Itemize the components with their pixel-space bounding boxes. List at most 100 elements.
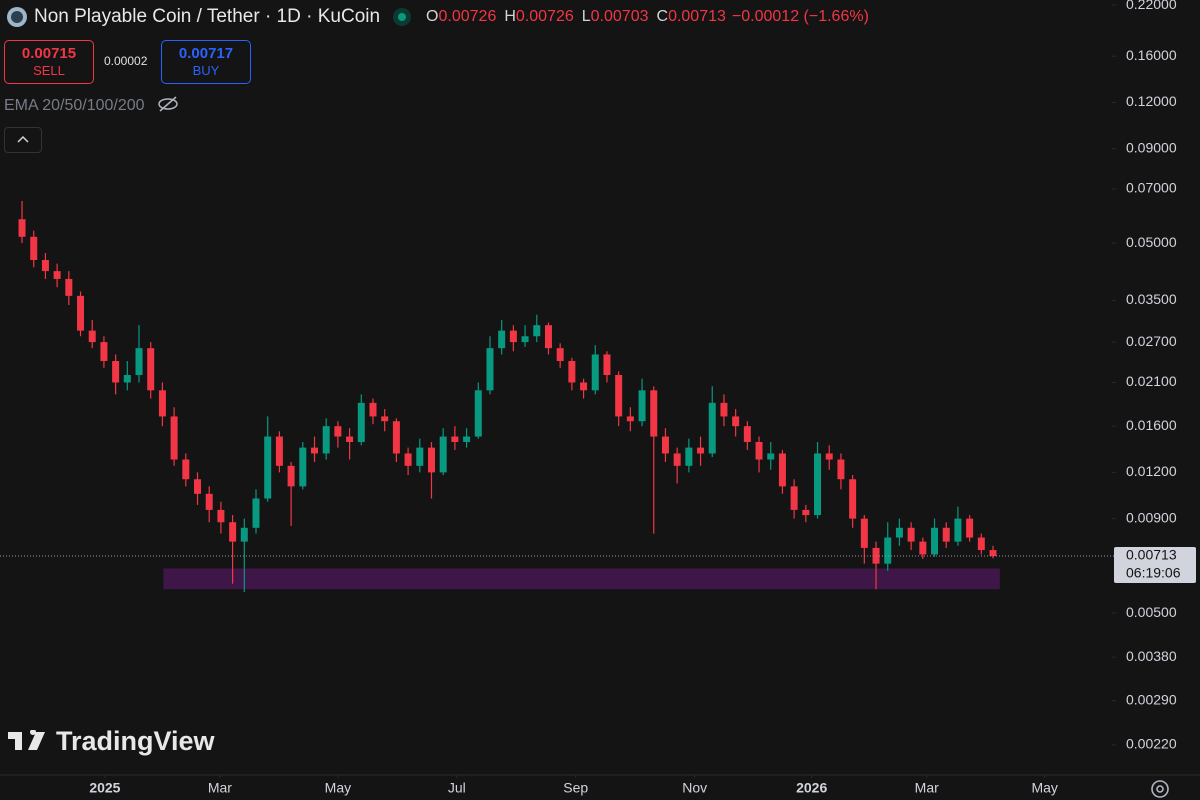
candle-body <box>790 486 798 510</box>
logo-text: TradingView <box>56 726 215 756</box>
candle-body <box>346 436 354 442</box>
candle-body <box>708 402 716 454</box>
candle-body <box>650 390 658 437</box>
hidden-icon[interactable] <box>157 96 179 112</box>
y-tick-label: 0.03500 <box>1126 291 1177 307</box>
candle-body <box>568 361 576 383</box>
candle-body <box>966 518 974 538</box>
last-price-label: 0.00713 <box>1126 547 1177 563</box>
candle-body <box>778 453 786 487</box>
candle-body <box>626 416 634 422</box>
y-tick-label: 0.01600 <box>1126 417 1177 433</box>
y-tick-label: 0.12000 <box>1126 93 1177 109</box>
candle-body <box>322 426 330 454</box>
y-tick-label: 0.00380 <box>1126 648 1177 664</box>
candle-body <box>591 354 599 391</box>
buy-price: 0.00717 <box>178 45 234 62</box>
candle-body <box>77 295 85 331</box>
indicator-legend[interactable]: EMA 20/50/100/200 <box>4 96 179 115</box>
symbol-title: Non Playable Coin / Tether · 1D · KuCoin <box>34 6 381 27</box>
candle-body <box>697 447 705 454</box>
candle-body <box>942 527 950 542</box>
candle-body <box>229 522 237 542</box>
candle-body <box>275 436 283 466</box>
candle-body <box>498 330 506 349</box>
candle-body <box>895 527 903 538</box>
candle-body <box>451 436 459 442</box>
candle-body <box>743 426 751 442</box>
candle-body <box>802 509 810 516</box>
candle-body <box>825 453 833 460</box>
ohlc-value: 0.00703 <box>590 8 649 25</box>
ohlc-key: O <box>426 8 439 25</box>
candle-body <box>147 348 155 391</box>
candle-body <box>18 219 26 237</box>
watermark: TradingView <box>8 726 215 757</box>
candle-body <box>615 375 623 417</box>
x-tick-label: 2026 <box>796 780 827 796</box>
candle-body <box>404 453 412 466</box>
buy-label: BUY <box>192 63 220 78</box>
candle-body <box>661 436 669 454</box>
candle-body <box>603 354 611 376</box>
candle-body <box>474 390 482 437</box>
candle-body <box>720 402 728 417</box>
y-tick-label: 0.00500 <box>1126 604 1177 620</box>
candle-body <box>30 236 38 261</box>
x-tick-label: 2025 <box>89 780 120 796</box>
candle-body <box>392 421 400 454</box>
candle-body <box>182 459 190 480</box>
candle-body <box>486 348 494 391</box>
candle-body <box>732 416 740 427</box>
candle-body <box>580 382 588 391</box>
sell-button[interactable]: 0.00715 SELL <box>4 40 94 84</box>
candle-body <box>416 447 424 466</box>
candle-body <box>638 390 646 422</box>
candle-body <box>849 479 857 519</box>
status-dot <box>393 8 412 26</box>
candle-body <box>989 550 997 557</box>
ohlc-item: H0.00726 <box>504 8 573 26</box>
collapse-button[interactable] <box>4 127 42 153</box>
ohlc-value: 0.00726 <box>515 8 574 25</box>
candle-body <box>533 325 541 337</box>
candle-body <box>919 541 927 555</box>
indicator-name: EMA 20/50/100/200 <box>4 97 145 114</box>
settings-icon[interactable] <box>1151 780 1169 798</box>
candle-body <box>381 416 389 422</box>
candle-body <box>88 330 96 343</box>
x-tick-label: Mar <box>208 780 232 796</box>
candle-body <box>556 348 564 362</box>
ohlc-item: O0.00726 <box>426 8 496 26</box>
candle-body <box>170 416 178 460</box>
sell-price: 0.00715 <box>21 45 77 62</box>
candle-body <box>194 479 202 494</box>
ohlc-value: 0.00713 <box>668 8 726 25</box>
candle-body <box>287 465 295 487</box>
coin-icon <box>7 7 27 27</box>
y-tick-label: 0.22000 <box>1126 0 1177 12</box>
candle-body <box>135 348 143 376</box>
candle-body <box>217 509 225 523</box>
y-tick-label: 0.09000 <box>1126 139 1177 155</box>
candle-body <box>673 453 681 466</box>
candle-body <box>814 453 822 516</box>
x-tick-label: May <box>325 780 351 796</box>
header: Non Playable Coin / Tether · 1D · KuCoin… <box>6 6 869 28</box>
candle-body <box>907 527 915 542</box>
candle-body <box>509 330 517 343</box>
y-tick-label: 0.01200 <box>1126 463 1177 479</box>
candle-body <box>685 447 693 466</box>
ohlc-key: C <box>656 8 669 25</box>
x-tick-label: Mar <box>915 780 939 796</box>
x-tick-label: Nov <box>682 780 707 796</box>
candle-body <box>112 361 120 383</box>
last-price-box <box>1114 547 1196 584</box>
candle-body <box>123 375 131 383</box>
candle-body <box>954 518 962 542</box>
x-tick-label: May <box>1031 780 1057 796</box>
candle-body <box>100 342 108 362</box>
buy-button[interactable]: 0.00717 BUY <box>161 40 251 84</box>
